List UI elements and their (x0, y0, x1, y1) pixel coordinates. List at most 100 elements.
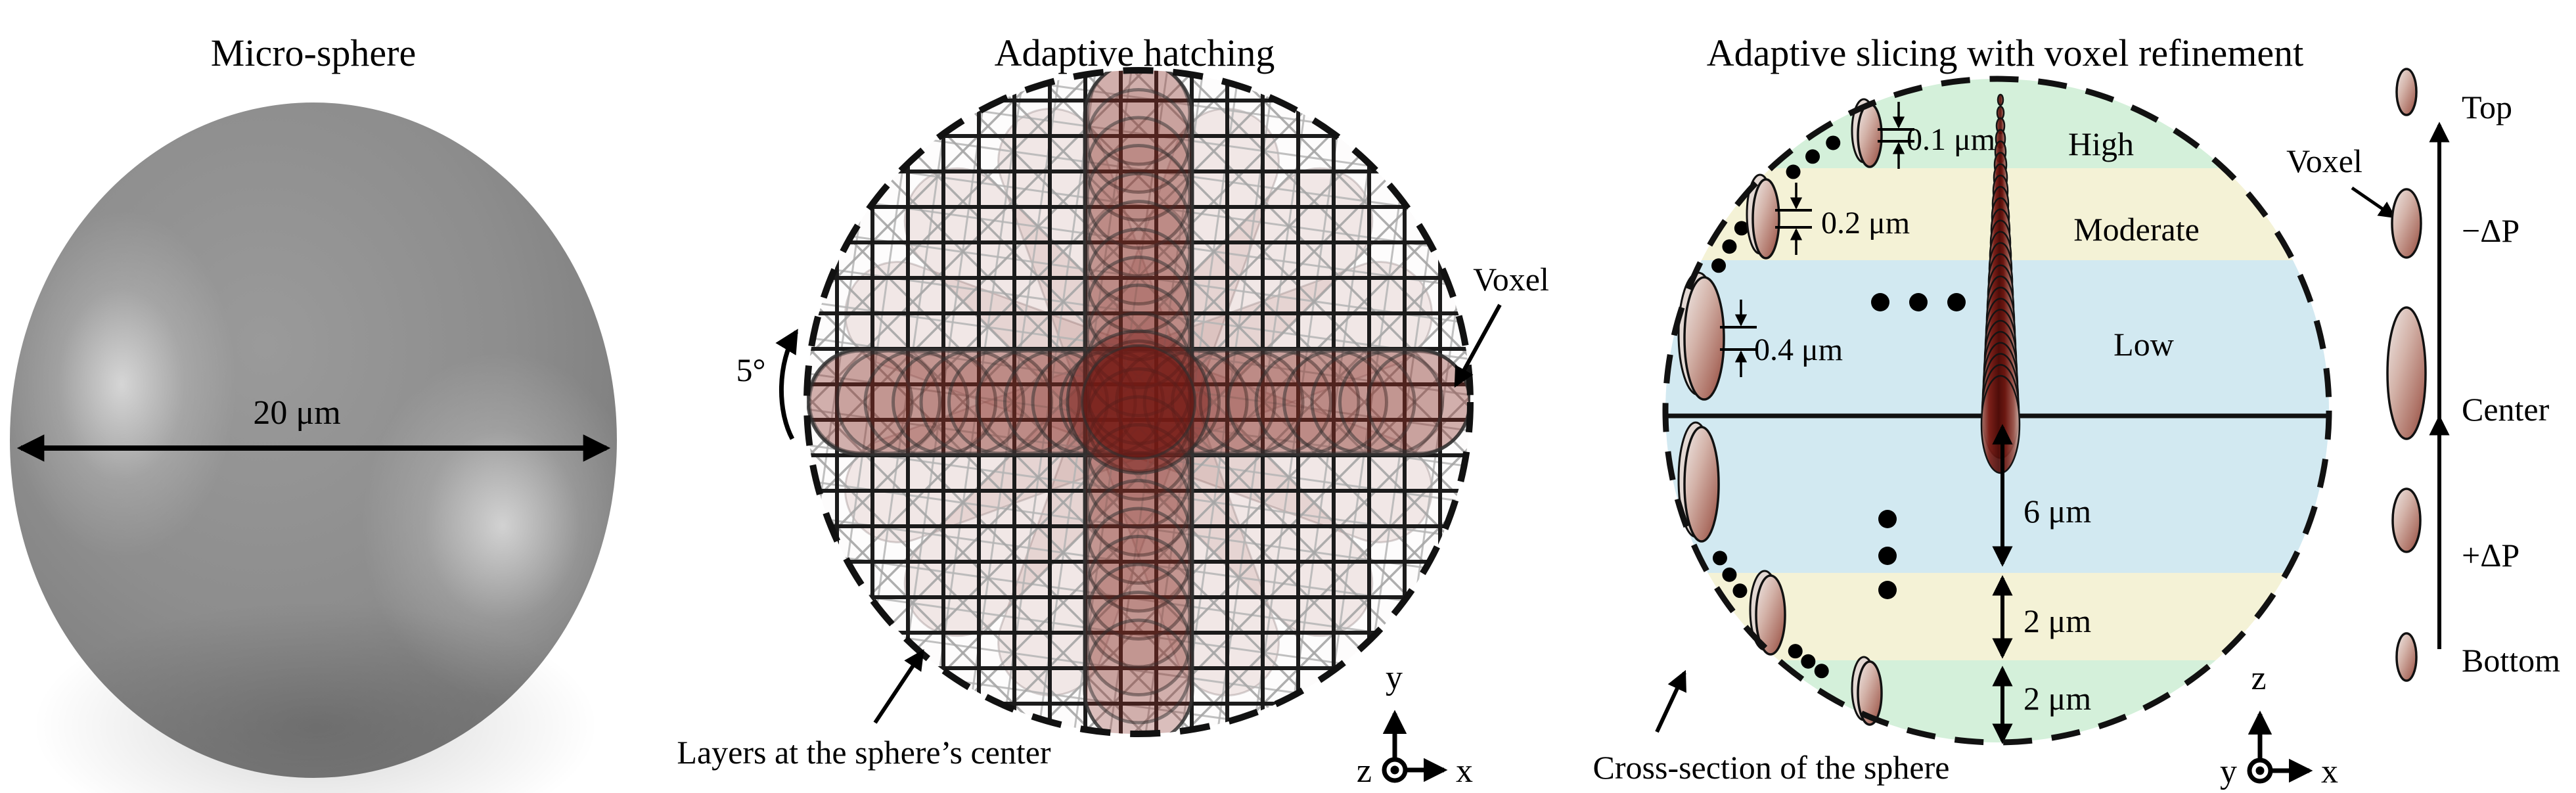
grid-line (807, 302, 1239, 734)
scale-label-plus-dp: +ΔP (2462, 537, 2520, 574)
axis-y-label: y (1386, 659, 1403, 696)
voxel-size-high: 0.1 μm (1907, 122, 1995, 157)
hatching-sphere-outline (803, 67, 1474, 737)
voxel-circle (1085, 618, 1192, 725)
voxel-circle (947, 349, 1053, 455)
voxel-circle (1085, 311, 1192, 417)
ellipsis-dot (1732, 583, 1748, 599)
scale-label-top: Top (2462, 89, 2512, 125)
hatching-caption-arrow (873, 649, 924, 724)
diameter-label: 20 μm (253, 394, 340, 432)
voxel-circle (836, 349, 941, 455)
voxel-label-slicing: Voxel (2286, 143, 2362, 179)
grid-line (807, 252, 1289, 734)
slice-voxel (1751, 178, 1780, 260)
voxel-circle-center (1066, 329, 1211, 475)
voxel-circle (1254, 349, 1361, 455)
ellipsis-dot (1734, 221, 1749, 236)
panel-title-microsphere: Micro-sphere (211, 32, 416, 74)
axis-z-label: z (1357, 752, 1372, 790)
grid-line (812, 201, 1340, 729)
axes-slicing: z y x (2220, 660, 2338, 790)
ellipsis-dot (1712, 551, 1727, 566)
voxel-circle-center (1081, 344, 1196, 460)
voxel-circle (1085, 507, 1192, 613)
grid-line (1088, 70, 1470, 453)
grid-line (1088, 351, 1470, 734)
axis-x-label: x (2321, 753, 2338, 790)
slice-voxel (1683, 426, 1720, 543)
voxel-circle (1310, 349, 1416, 455)
sphere-shade-bottom (33, 601, 598, 793)
voxel-circle (1085, 423, 1192, 529)
ellipsis-dot (1947, 293, 1966, 311)
voxel-circle (1085, 88, 1192, 194)
voxel-circle (1085, 171, 1192, 278)
dim-label-6um: 6 μm (2023, 493, 2091, 530)
voxel-size-low: 0.4 μm (1754, 332, 1843, 367)
rotation-angle-label: 5° (736, 351, 766, 388)
ellipsis-dot (1814, 664, 1829, 679)
slicing-caption-arrow (1655, 669, 1686, 733)
voxel-circle (1085, 562, 1192, 669)
refined-voxel (1997, 93, 2004, 106)
voxel-circle (1085, 535, 1192, 641)
voxel-circle (807, 349, 914, 455)
voxel-circle (1282, 349, 1388, 455)
panel-slicing: 0.1 μm 0.2 μm 0.4 μm High Moderate Low 6… (1593, 76, 2397, 790)
voxel-circle (1085, 339, 1192, 445)
grid-line (938, 201, 1465, 729)
grid-line (812, 76, 1340, 603)
grid-line (807, 70, 1214, 478)
voxel-label-hatching: Voxel (1473, 261, 1549, 298)
axis-out-of-plane-dot (2255, 766, 2265, 775)
grid-line (807, 70, 1239, 503)
ellipsis-dot (1805, 149, 1820, 164)
region-label-low: Low (2113, 326, 2174, 363)
voxel-circle (919, 349, 1026, 455)
slicing-sphere-outline (1662, 76, 2332, 746)
axis-x-label: x (1456, 752, 1473, 790)
slicing-caption: Cross-section of the sphere (1593, 749, 1950, 786)
scale-label-minus-dp: −ΔP (2462, 212, 2520, 249)
scale-label-center: Center (2462, 391, 2550, 428)
slice-voxel (1857, 660, 1883, 726)
voxel-pointer-arrow (1454, 304, 1502, 388)
grid-line (988, 70, 1470, 553)
dim-label-2um-a: 2 μm (2023, 602, 2091, 639)
grid-line (807, 70, 1189, 453)
axes-hatching: y z x (1357, 659, 1473, 790)
voxel-circle (1198, 349, 1305, 455)
voxel-circle (1085, 200, 1192, 306)
grid-line (807, 327, 1214, 734)
ellipsis-dot (1786, 164, 1801, 179)
voxel-circle (1338, 349, 1444, 455)
voxel-circle (892, 349, 997, 455)
grid-line (1038, 70, 1470, 503)
slice-voxel (1857, 102, 1883, 168)
hatching-caption: Layers at the sphere’s center (677, 734, 1051, 771)
band-high-bottom (1665, 660, 2329, 742)
voxel-circle (1085, 479, 1192, 585)
panel-hatching: 5° Voxel Layers at the sphere’s center y… (677, 67, 1549, 790)
ellipsis-dot (1801, 654, 1816, 669)
voxel-circle (1085, 451, 1192, 557)
axis-y-label: y (2220, 753, 2237, 790)
grid-line (807, 351, 1189, 734)
voxel-circle (1085, 591, 1192, 696)
grid-line (1063, 327, 1470, 734)
voxel-circle (1085, 144, 1192, 250)
voxel-circle (1227, 349, 1332, 455)
grid-line (1013, 70, 1470, 528)
voxel-size-moderate: 0.2 μm (1821, 206, 1910, 240)
grid-line (863, 126, 1390, 653)
voxel-pointer-arrow-right (2351, 186, 2397, 219)
voxel-circle (863, 349, 970, 455)
grid-line (988, 252, 1470, 734)
ellipsis-dot (1878, 581, 1897, 599)
ellipsis-dot (1871, 293, 1889, 311)
voxel-circle (1003, 349, 1109, 455)
scale-voxel (2386, 306, 2427, 440)
voxel-circle (1085, 395, 1192, 501)
